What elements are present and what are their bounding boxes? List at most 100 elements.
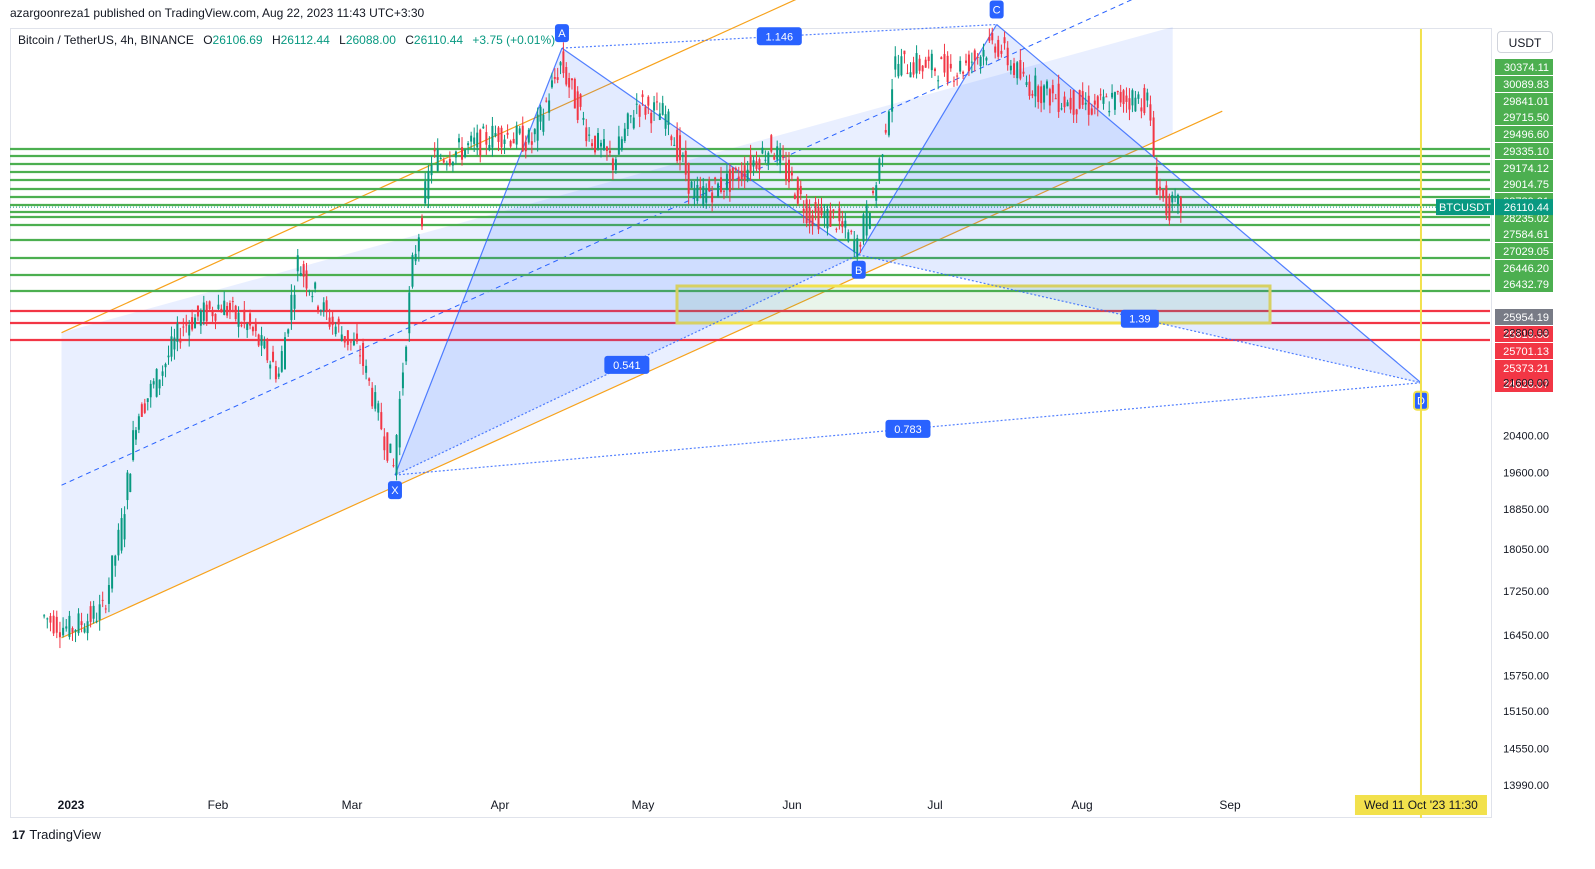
support-price-tag: 25819.58 (1503, 329, 1549, 341)
candle-body (585, 127, 588, 142)
candle-body (311, 296, 314, 298)
candle-body (708, 180, 711, 192)
ratio-badge (604, 355, 650, 374)
candle-body (77, 613, 80, 634)
y-tick-label: 20400.00 (1503, 431, 1549, 443)
x-tick-label: Jul (927, 798, 942, 812)
candle-body (793, 194, 796, 199)
candle-body (1040, 86, 1043, 104)
candle-body (1105, 96, 1108, 98)
resistance-price-tag-bg (1495, 160, 1553, 176)
pattern-point-marker (989, 0, 1004, 19)
candle-body (260, 335, 263, 346)
candle-body (254, 324, 257, 331)
candle-body (844, 220, 847, 228)
candle-body (214, 313, 217, 321)
candle-body (838, 208, 841, 222)
candle-body (530, 141, 533, 145)
candle-body (1075, 109, 1078, 115)
candle-body (485, 132, 488, 145)
candle-body (933, 68, 936, 72)
candle-body (927, 56, 930, 62)
candle-body (114, 555, 117, 566)
open-label: O (203, 33, 213, 47)
candle-body (1140, 107, 1143, 112)
candle-body (1125, 95, 1128, 102)
ratio-badge (1120, 309, 1159, 328)
candle-body (841, 221, 844, 228)
candle-body (743, 165, 746, 180)
candle-body (650, 112, 653, 124)
candle-body (470, 135, 473, 142)
candle-body (1048, 89, 1051, 106)
y-tick-label: 22800.00 (1503, 328, 1549, 340)
candle-body (1063, 96, 1066, 108)
candle-body (891, 89, 894, 112)
candle-body (302, 264, 305, 277)
candle-body (1143, 87, 1146, 114)
candle-body (875, 185, 878, 201)
close-label: C (405, 33, 414, 47)
resistance-price-tag-bg (1495, 109, 1553, 125)
support-price-tag: 25373.21 (1503, 363, 1549, 375)
candle-body (749, 155, 752, 173)
candle-body (132, 430, 135, 461)
candle-body (191, 317, 194, 330)
support-price-tag: 24826.07 (1503, 379, 1549, 391)
resistance-price-tag-bg (1495, 276, 1553, 292)
y-tick-label: 15150.00 (1503, 706, 1549, 718)
candle-body (779, 149, 782, 165)
chart-frame (10, 28, 1492, 818)
candle-body (454, 151, 457, 158)
candle-body (491, 125, 494, 148)
candle-body (1165, 185, 1168, 216)
candle-body (565, 67, 568, 85)
candle-body (365, 365, 368, 373)
candle-body (903, 50, 906, 55)
change-value: +3.75 (+0.01%) (472, 33, 556, 47)
candle-body (884, 129, 887, 133)
candle-body (1078, 90, 1081, 109)
candle-body (334, 326, 337, 335)
candle-body (1022, 71, 1025, 74)
candle-body (862, 214, 865, 242)
grey-price-tag-bg (1495, 309, 1553, 325)
candle-body (556, 77, 559, 80)
candle-body (518, 128, 521, 134)
grey-price-tag: 25954.19 (1503, 312, 1549, 324)
candle-body (573, 79, 576, 109)
candle-body (782, 155, 785, 158)
candle-body (1069, 97, 1072, 110)
x-tick-label: Sep (1219, 798, 1241, 812)
resistance-price-tag-bg (1495, 260, 1553, 276)
candle-body (785, 162, 788, 180)
candle-body (185, 324, 188, 326)
candle-body (506, 132, 509, 135)
candle-body (608, 150, 611, 153)
candle-body (217, 304, 220, 309)
candle-body (850, 230, 853, 232)
resistance-price-tag: 30374.11 (1504, 62, 1549, 74)
candle-body (199, 310, 202, 326)
candle-body (897, 63, 900, 77)
candle-body (430, 164, 433, 176)
candle-body (611, 158, 614, 171)
candle-body (405, 346, 408, 362)
candle-body (1000, 50, 1003, 54)
support-price-tag: 25701.13 (1503, 346, 1549, 358)
candle-body (536, 114, 539, 141)
candle-body (328, 317, 331, 327)
candle-body (352, 340, 355, 346)
candle-body (479, 129, 482, 156)
candle-body (445, 163, 448, 166)
candle-body (1066, 102, 1069, 107)
candle-body (533, 129, 536, 135)
candle-body (982, 49, 985, 57)
candle-body (476, 132, 479, 148)
candle-body (994, 46, 997, 53)
candle-body (52, 615, 55, 634)
currency-button[interactable]: USDT (1497, 31, 1553, 53)
candle-body (1072, 90, 1075, 115)
y-tick-label: 14550.00 (1503, 744, 1549, 756)
